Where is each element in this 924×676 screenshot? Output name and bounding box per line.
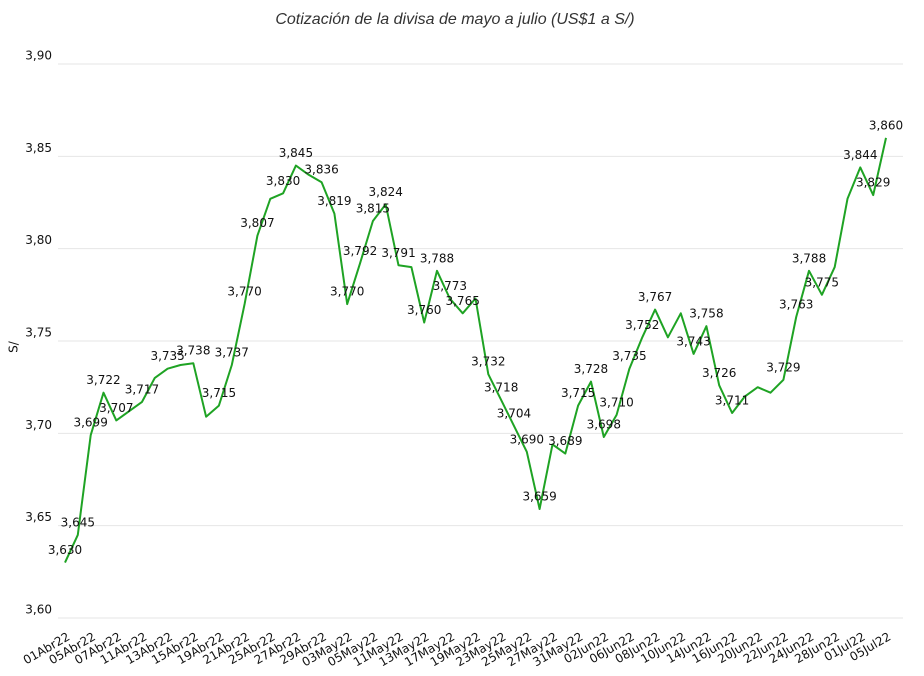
chart-title: Cotización de la divisa de mayo a julio … xyxy=(275,11,634,28)
data-label: 3,807 xyxy=(240,216,274,230)
data-label: 3,844 xyxy=(843,148,877,162)
data-label: 3,792 xyxy=(343,244,377,258)
y-tick-label: 3,90 xyxy=(25,49,52,63)
data-label: 3,729 xyxy=(766,360,800,374)
data-label: 3,728 xyxy=(574,362,608,376)
data-label: 3,689 xyxy=(548,434,582,448)
data-label: 3,760 xyxy=(407,303,441,317)
series-line xyxy=(64,137,887,564)
data-label: 3,707 xyxy=(99,401,133,415)
data-label: 3,836 xyxy=(304,163,338,177)
data-label: 3,788 xyxy=(792,251,826,265)
data-label: 3,715 xyxy=(561,386,595,400)
data-label: 3,773 xyxy=(433,279,467,293)
data-label: 3,770 xyxy=(330,285,364,299)
data-label: 3,717 xyxy=(125,382,159,396)
data-label: 3,659 xyxy=(522,490,556,504)
data-label: 3,767 xyxy=(638,290,672,304)
data-label: 3,824 xyxy=(369,185,403,199)
data-label: 3,845 xyxy=(279,146,313,160)
data-label: 3,699 xyxy=(73,416,107,430)
data-label: 3,819 xyxy=(317,194,351,208)
data-label: 3,788 xyxy=(420,251,454,265)
data-label: 3,737 xyxy=(215,346,249,360)
data-label: 3,726 xyxy=(702,366,736,380)
data-label: 3,770 xyxy=(227,285,261,299)
data-label: 3,743 xyxy=(676,334,710,348)
data-label: 3,630 xyxy=(48,543,82,557)
data-label: 3,791 xyxy=(381,246,415,260)
data-label: 3,752 xyxy=(625,318,659,332)
data-label: 3,860 xyxy=(869,118,903,132)
y-tick-label: 3,75 xyxy=(25,326,52,340)
data-label: 3,711 xyxy=(715,394,749,408)
data-label: 3,775 xyxy=(805,275,839,289)
data-label: 3,718 xyxy=(484,381,518,395)
y-tick-label: 3,85 xyxy=(25,141,52,155)
data-label: 3,829 xyxy=(856,176,890,190)
data-label: 3,715 xyxy=(202,386,236,400)
data-label: 3,763 xyxy=(779,297,813,311)
y-axis-label: S/ xyxy=(7,340,21,353)
data-label: 3,690 xyxy=(510,432,544,446)
y-tick-label: 3,65 xyxy=(25,510,52,524)
data-label: 3,698 xyxy=(587,418,621,432)
data-label: 3,815 xyxy=(356,201,390,215)
data-label: 3,830 xyxy=(266,174,300,188)
data-label: 3,735 xyxy=(612,349,646,363)
data-label: 3,765 xyxy=(445,294,479,308)
data-label: 3,704 xyxy=(497,406,531,420)
data-label: 3,738 xyxy=(176,344,210,358)
y-tick-label: 3,60 xyxy=(25,603,52,617)
y-tick-label: 3,70 xyxy=(25,418,52,432)
data-label: 3,645 xyxy=(61,515,95,529)
data-label: 3,710 xyxy=(599,395,633,409)
data-label: 3,722 xyxy=(86,373,120,387)
data-label: 3,732 xyxy=(471,355,505,369)
data-label: 3,735 xyxy=(150,349,184,363)
y-tick-label: 3,80 xyxy=(25,233,52,247)
data-label: 3,758 xyxy=(689,307,723,321)
